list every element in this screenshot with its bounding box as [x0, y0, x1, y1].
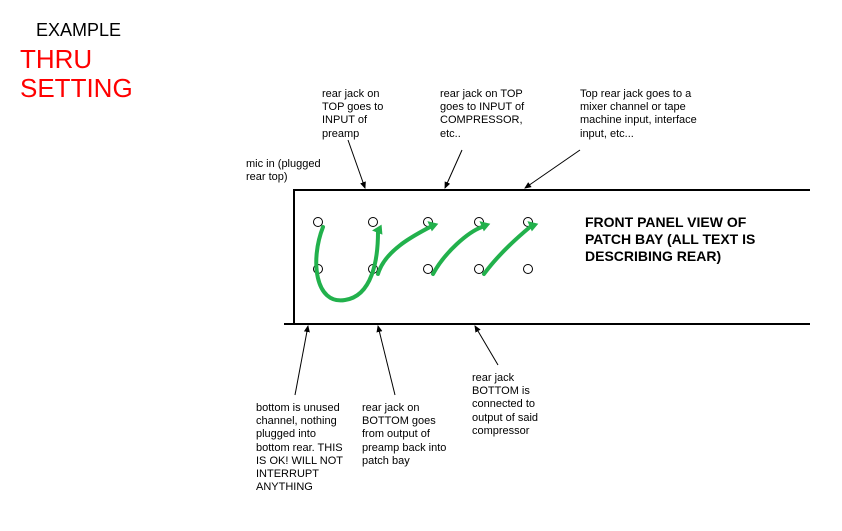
- title-line2: SETTING: [20, 73, 133, 103]
- jack-bot-1: [313, 264, 323, 274]
- label-top-mixer: Top rear jack goes to a mixer channel or…: [580, 88, 710, 141]
- panel-top-line: [293, 189, 810, 191]
- callout-below-1: [295, 326, 308, 395]
- title-thru-setting: THRU SETTING: [20, 45, 133, 102]
- callout-below-3: [475, 326, 498, 365]
- callout-above-1: [348, 140, 365, 188]
- jack-top-5: [523, 217, 533, 227]
- jack-bot-3: [423, 264, 433, 274]
- label-top-preamp: rear jack on TOP goes to INPUT of preamp: [322, 88, 402, 141]
- jack-top-3: [423, 217, 433, 227]
- panel-title: FRONT PANEL VIEW OF PATCH BAY (ALL TEXT …: [585, 214, 785, 264]
- label-mic-in: mic in (plugged rear top): [246, 158, 336, 184]
- label-top-compressor: rear jack on TOP goes to INPUT of COMPRE…: [440, 88, 535, 141]
- example-label: EXAMPLE: [36, 20, 121, 41]
- panel-bottom-line: [284, 323, 810, 325]
- callout-above-2: [445, 150, 462, 188]
- callout-below-2: [378, 326, 395, 395]
- label-bot-preamp-out: rear jack on BOTTOM goes from output of …: [362, 402, 452, 468]
- label-bot-unused: bottom is unused channel, nothing plugge…: [256, 402, 346, 494]
- title-line1: THRU: [20, 44, 92, 74]
- jack-top-2: [368, 217, 378, 227]
- callout-above-3: [525, 150, 580, 188]
- jack-bot-5: [523, 264, 533, 274]
- panel-left-line: [293, 189, 295, 323]
- cable-1: [316, 227, 378, 300]
- jack-top-4: [474, 217, 484, 227]
- jack-bot-4: [474, 264, 484, 274]
- jack-bot-2: [368, 264, 378, 274]
- label-bot-comp-out: rear jack BOTTOM is connected to output …: [472, 372, 562, 438]
- jack-top-1: [313, 217, 323, 227]
